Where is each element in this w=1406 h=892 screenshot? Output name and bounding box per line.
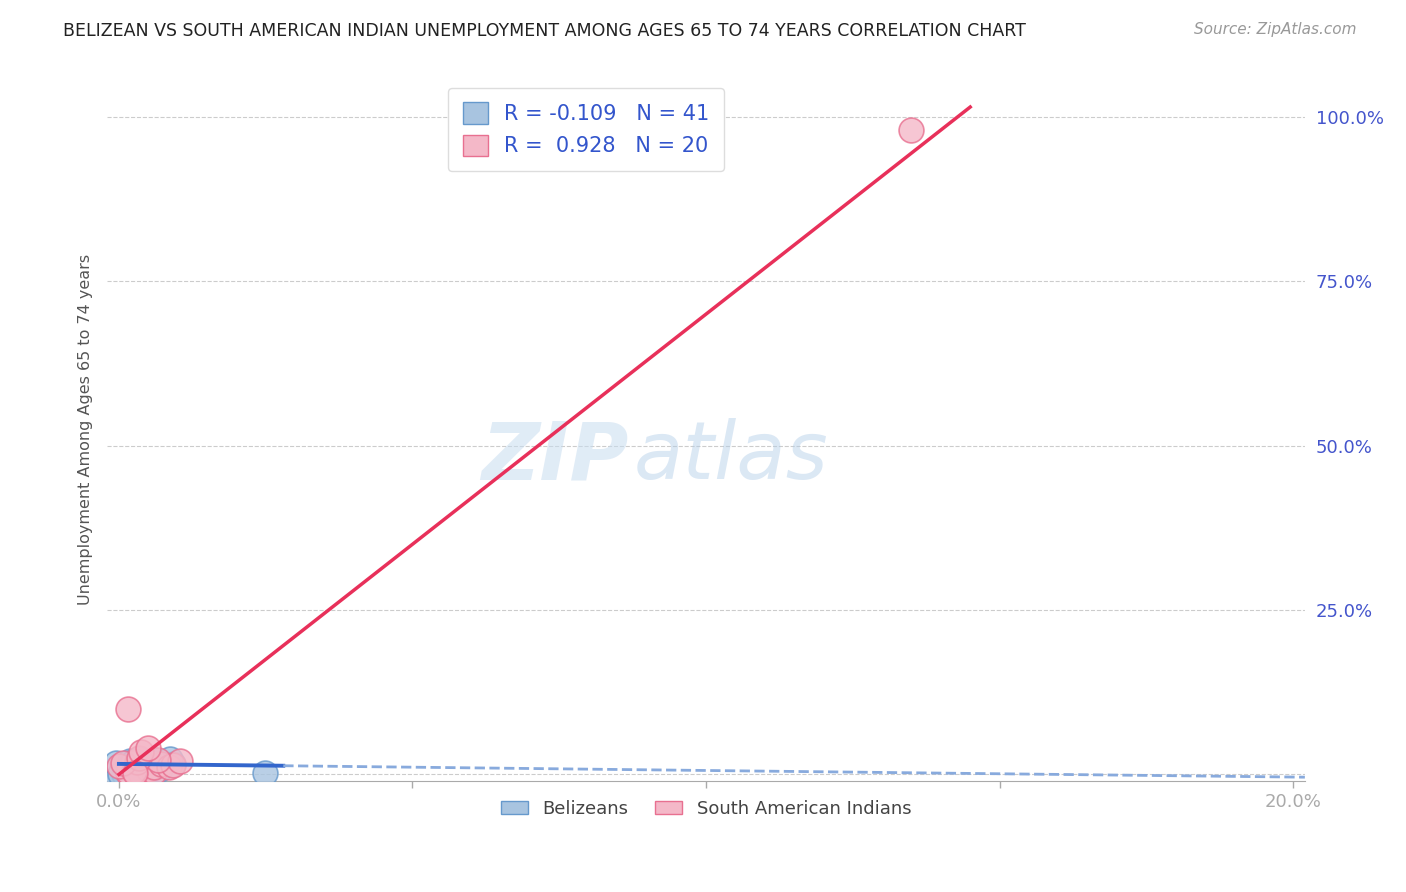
Point bbox=[121, 758, 143, 772]
Point bbox=[143, 756, 166, 771]
Point bbox=[129, 765, 152, 780]
Text: Source: ZipAtlas.com: Source: ZipAtlas.com bbox=[1194, 22, 1357, 37]
Point bbox=[136, 757, 159, 772]
Point bbox=[117, 761, 139, 775]
Point bbox=[162, 757, 184, 772]
Point bbox=[121, 755, 143, 769]
Point bbox=[157, 760, 180, 774]
Point bbox=[142, 764, 165, 779]
Point bbox=[135, 759, 157, 773]
Point bbox=[148, 753, 170, 767]
Point bbox=[117, 765, 139, 780]
Point bbox=[127, 762, 149, 776]
Point bbox=[900, 123, 922, 137]
Point bbox=[138, 740, 160, 755]
Point bbox=[122, 765, 145, 780]
Point bbox=[112, 756, 135, 770]
Point bbox=[136, 762, 159, 776]
Point bbox=[118, 763, 141, 777]
Point bbox=[118, 767, 141, 781]
Text: ZIP: ZIP bbox=[481, 418, 628, 496]
Point bbox=[118, 754, 141, 768]
Point bbox=[129, 764, 152, 778]
Point bbox=[150, 757, 173, 772]
Point bbox=[169, 754, 191, 768]
Point bbox=[112, 767, 135, 781]
Point bbox=[128, 752, 150, 766]
Point bbox=[122, 764, 145, 778]
Point bbox=[122, 757, 145, 772]
Point bbox=[129, 761, 152, 775]
Point bbox=[110, 759, 132, 773]
Point bbox=[105, 756, 128, 770]
Legend: Belizeans, South American Indians: Belizeans, South American Indians bbox=[494, 792, 918, 825]
Point bbox=[128, 751, 150, 765]
Point bbox=[111, 759, 134, 773]
Point bbox=[143, 753, 166, 767]
Point bbox=[129, 745, 152, 759]
Point bbox=[131, 760, 153, 774]
Point bbox=[127, 756, 149, 770]
Point bbox=[145, 756, 167, 770]
Point bbox=[129, 767, 152, 781]
Y-axis label: Unemployment Among Ages 65 to 74 years: Unemployment Among Ages 65 to 74 years bbox=[79, 253, 93, 605]
Text: atlas: atlas bbox=[634, 418, 830, 496]
Point bbox=[142, 760, 165, 774]
Point bbox=[100, 767, 122, 781]
Point bbox=[118, 766, 141, 780]
Point bbox=[120, 765, 142, 780]
Text: BELIZEAN VS SOUTH AMERICAN INDIAN UNEMPLOYMENT AMONG AGES 65 TO 74 YEARS CORRELA: BELIZEAN VS SOUTH AMERICAN INDIAN UNEMPL… bbox=[63, 22, 1026, 40]
Point bbox=[132, 756, 155, 771]
Point bbox=[138, 760, 160, 774]
Point bbox=[162, 756, 184, 771]
Point bbox=[108, 759, 131, 773]
Point bbox=[117, 765, 139, 780]
Point bbox=[136, 762, 159, 776]
Point bbox=[127, 756, 149, 770]
Point bbox=[118, 758, 141, 772]
Point bbox=[145, 756, 167, 771]
Point bbox=[159, 752, 181, 766]
Point bbox=[114, 763, 136, 777]
Point bbox=[117, 702, 139, 716]
Point bbox=[121, 756, 143, 771]
Point bbox=[124, 766, 146, 780]
Point bbox=[121, 756, 143, 770]
Point bbox=[120, 764, 142, 779]
Point bbox=[108, 766, 131, 780]
Point bbox=[253, 765, 276, 780]
Point bbox=[149, 762, 172, 776]
